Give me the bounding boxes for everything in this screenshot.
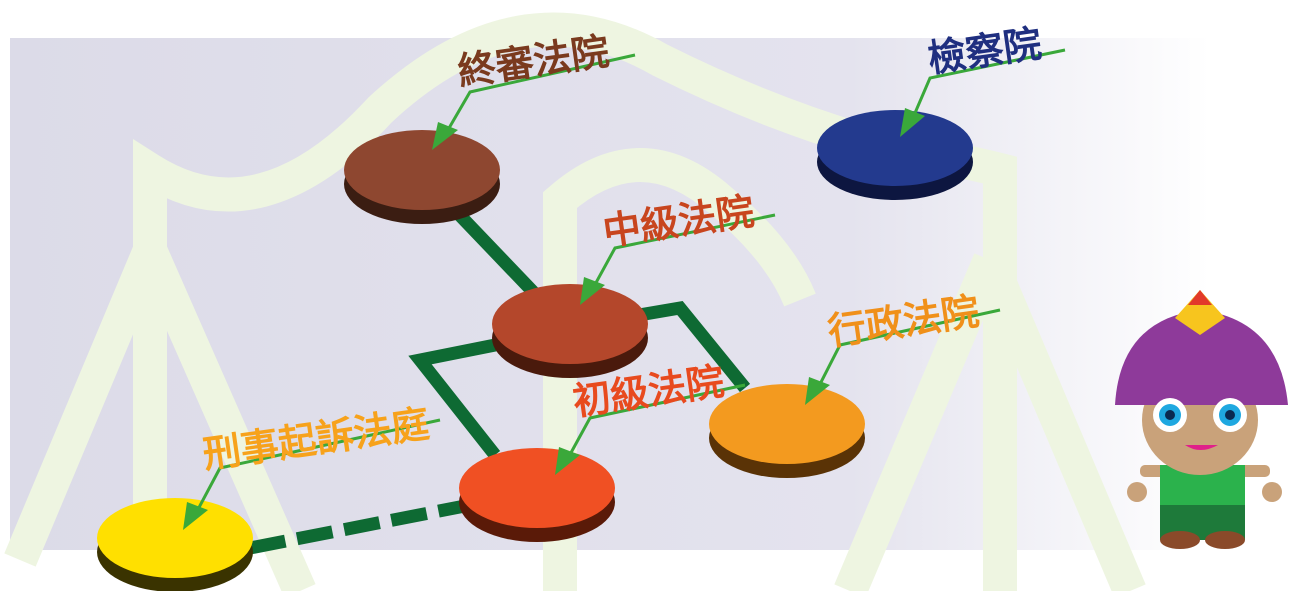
disc (817, 110, 973, 200)
disc (97, 498, 253, 591)
disc (492, 284, 648, 378)
disc (459, 448, 615, 542)
mascot (1115, 290, 1288, 549)
disc (709, 384, 865, 478)
link (408, 333, 522, 460)
link-dashed (248, 498, 472, 555)
disc (344, 130, 500, 224)
leaders (183, 48, 1066, 530)
